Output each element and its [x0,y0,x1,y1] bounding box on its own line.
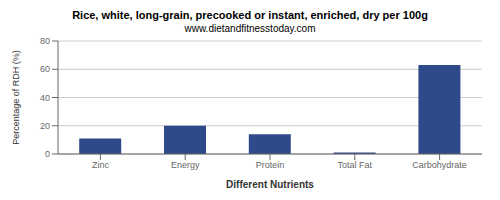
svg-text:40: 40 [40,93,50,103]
svg-text:0: 0 [45,149,50,159]
svg-text:60: 60 [40,64,50,74]
svg-text:Protein: Protein [256,160,285,170]
svg-text:Energy: Energy [171,160,200,170]
svg-text:Carbohydrate: Carbohydrate [412,160,467,170]
svg-text:Total Fat: Total Fat [338,160,373,170]
svg-text:20: 20 [40,121,50,131]
svg-text:Zinc: Zinc [92,160,110,170]
html-text:Rice, white, long-grain, preco: Rice, white, long-grain, precooked or in… [72,9,428,21]
svg-text:80: 80 [40,36,50,46]
html-text:www.dietandfitnesstoday.com: www.dietandfitnesstoday.com [184,23,316,34]
svg-text:Different Nutrients: Different Nutrients [226,179,314,190]
svg-text:Percentage of RDH (%): Percentage of RDH (%) [11,50,21,145]
